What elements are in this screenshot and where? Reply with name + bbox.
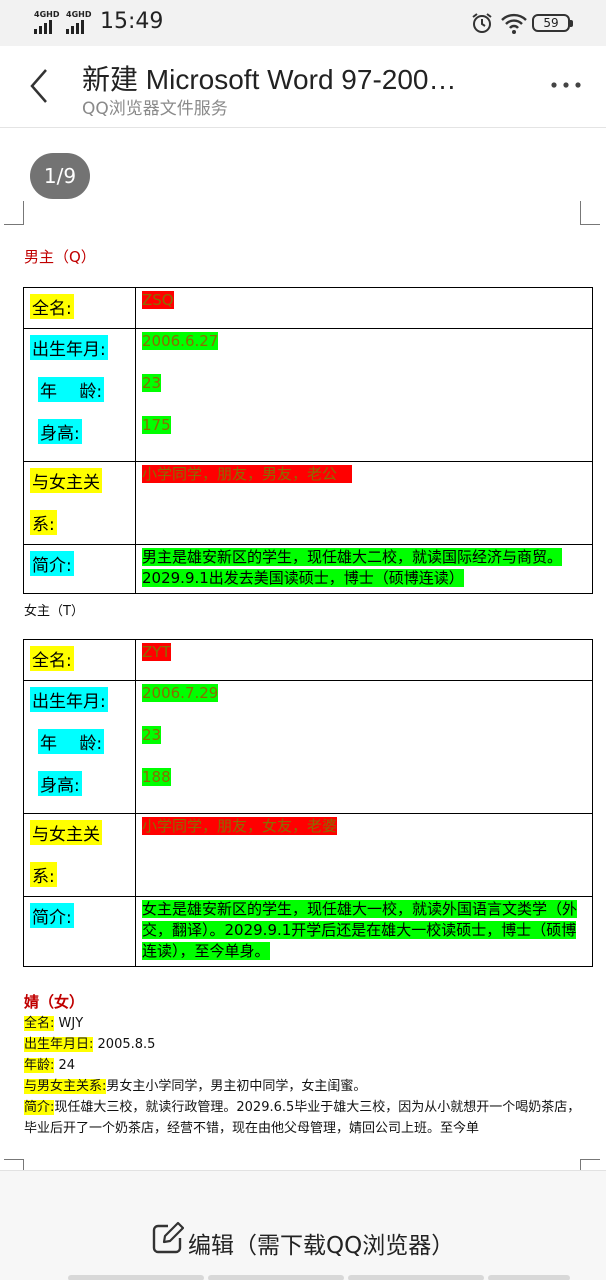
sim2-label: 4GHD xyxy=(66,10,92,19)
document-title: 新建 Microsoft Word 97-200… xyxy=(82,64,457,95)
male-heading: 男主（Q） xyxy=(24,248,96,266)
name-value: ZSQ xyxy=(142,291,174,309)
third-age-line: 年龄: 24 xyxy=(24,1055,75,1076)
third-name-line: 全名: WJY xyxy=(24,1013,83,1034)
third-relation-value: 男女主小学同学，男主初中同学，女主闺蜜。 xyxy=(106,1079,367,1094)
third-name-label: 全名: xyxy=(24,1016,55,1031)
signal-sim1: 4GHD xyxy=(34,10,59,34)
title-bar: 新建 Microsoft Word 97-200… QQ浏览器文件服务 xyxy=(0,46,606,128)
age-label: 年 龄: xyxy=(38,729,105,754)
table-row: 简介: 男主是雄安新区的学生，现任雄大二校，就读国际经济与商贸。2029.9.1… xyxy=(23,544,593,594)
intro-label: 简介: xyxy=(30,903,74,928)
age-value: 23 xyxy=(142,726,162,744)
page-corner-mark xyxy=(4,1159,24,1170)
third-birth-line: 出生年月日: 2005.8.5 xyxy=(24,1034,155,1055)
table-row: 全名: ZSQ xyxy=(23,287,593,329)
birth-label: 出生年月: xyxy=(30,687,108,712)
wifi-icon xyxy=(501,13,527,34)
third-intro-paragraph: 简介:现任雄大三校，就读行政管理。2029.6.5毕业于雄大三校，因为从小就想开… xyxy=(24,1097,584,1139)
nav-indicator xyxy=(488,1275,570,1280)
page-corner-mark xyxy=(580,1159,600,1170)
third-heading: 婧（女） xyxy=(24,993,85,1011)
nav-indicator xyxy=(68,1275,204,1280)
relation-value: 小学同学，朋友，女友，老婆 xyxy=(142,817,338,835)
table-row: 全名: ZYT xyxy=(23,639,593,681)
battery-icon: 59 xyxy=(532,14,573,32)
bottom-bar: 编辑（需下载QQ浏览器） xyxy=(0,1170,606,1280)
table-row: 与女主关 系: 小学同学，朋友，女友，老婆 xyxy=(23,813,593,897)
edit-icon[interactable] xyxy=(150,1221,184,1255)
name-label: 全名: xyxy=(30,294,74,319)
third-birth-label: 出生年月日: xyxy=(24,1037,94,1052)
signal-bars-icon xyxy=(34,20,59,34)
table-row: 出生年月: 年 龄: 身高: 2006.6.27 23 175 xyxy=(23,328,593,462)
birth-label: 出生年月: xyxy=(30,335,108,360)
page-indicator: 1/9 xyxy=(30,153,90,199)
status-bar: 4GHD 4GHD 15:49 59 xyxy=(0,0,606,46)
more-options-icon[interactable] xyxy=(546,70,586,100)
name-value: ZYT xyxy=(142,643,171,661)
male-info-table: 全名: ZSQ 出生年月: 年 龄: 身高: 2006.6.27 23 175 … xyxy=(23,287,593,594)
third-relation-line: 与男女主关系:男女主小学同学，男主初中同学，女主闺蜜。 xyxy=(24,1076,366,1097)
intro-label: 简介: xyxy=(30,551,74,576)
third-name-value: WJY xyxy=(54,1016,84,1031)
third-intro-value: 现任雄大三校，就读行政管理。2029.6.5毕业于雄大三校，因为从小就想开一个喝… xyxy=(24,1100,581,1136)
intro-value: 男主是雄安新区的学生，现任雄大二校，就读国际经济与商贸。2029.9.1出发去美… xyxy=(142,548,563,587)
third-relation-label: 与男女主关系: xyxy=(24,1079,107,1094)
age-value: 23 xyxy=(142,374,162,392)
page-corner-mark xyxy=(4,201,24,225)
alarm-icon xyxy=(472,13,492,33)
relation-label-cont: 系: xyxy=(30,862,57,887)
table-row: 出生年月: 年 龄: 身高: 2006.7.29 23 188 xyxy=(23,680,593,814)
relation-label-cont: 系: xyxy=(30,510,57,535)
third-intro-label: 简介: xyxy=(24,1100,55,1115)
back-arrow-icon[interactable] xyxy=(22,66,58,106)
edit-button[interactable]: 编辑（需下载QQ浏览器） xyxy=(188,1233,455,1259)
age-label: 年 龄: xyxy=(38,377,105,402)
clock: 15:49 xyxy=(100,9,164,34)
third-birth-value: 2005.8.5 xyxy=(93,1037,156,1052)
document-viewer[interactable]: 1/9 男主（Q） 全名: ZSQ 出生年月: 年 龄: 身高: 2006.6.… xyxy=(0,129,606,1170)
height-value: 188 xyxy=(142,768,171,786)
nav-indicator xyxy=(348,1275,484,1280)
birth-value: 2006.7.29 xyxy=(142,684,219,702)
table-row: 与女主关 系: 小学同学，朋友，男友，老公 xyxy=(23,461,593,545)
female-heading: 女主（T） xyxy=(24,604,84,619)
signal-sim2: 4GHD xyxy=(66,10,91,34)
sim1-label: 4GHD xyxy=(34,10,60,19)
nav-indicator xyxy=(208,1275,344,1280)
intro-value: 女主是雄安新区的学生，现任雄大一校，就读外国语言文类学（外交，翻译）。2029.… xyxy=(142,900,578,960)
birth-value: 2006.6.27 xyxy=(142,332,219,350)
female-info-table: 全名: ZYT 出生年月: 年 龄: 身高: 2006.7.29 23 188 … xyxy=(23,639,593,967)
page-corner-mark xyxy=(580,201,600,225)
height-value: 175 xyxy=(142,416,171,434)
relation-label: 与女主关 xyxy=(30,468,102,493)
relation-label: 与女主关 xyxy=(30,820,102,845)
height-label: 身高: xyxy=(38,419,82,444)
signal-bars-icon xyxy=(66,20,91,34)
height-label: 身高: xyxy=(38,771,82,796)
table-row: 简介: 女主是雄安新区的学生，现任雄大一校，就读外国语言文类学（外交，翻译）。2… xyxy=(23,896,593,967)
relation-value: 小学同学，朋友，男友，老公 xyxy=(142,465,353,483)
name-label: 全名: xyxy=(30,646,74,671)
document-subtitle: QQ浏览器文件服务 xyxy=(82,99,228,119)
third-age-label: 年龄: xyxy=(24,1058,55,1073)
third-age-value: 24 xyxy=(54,1058,76,1073)
